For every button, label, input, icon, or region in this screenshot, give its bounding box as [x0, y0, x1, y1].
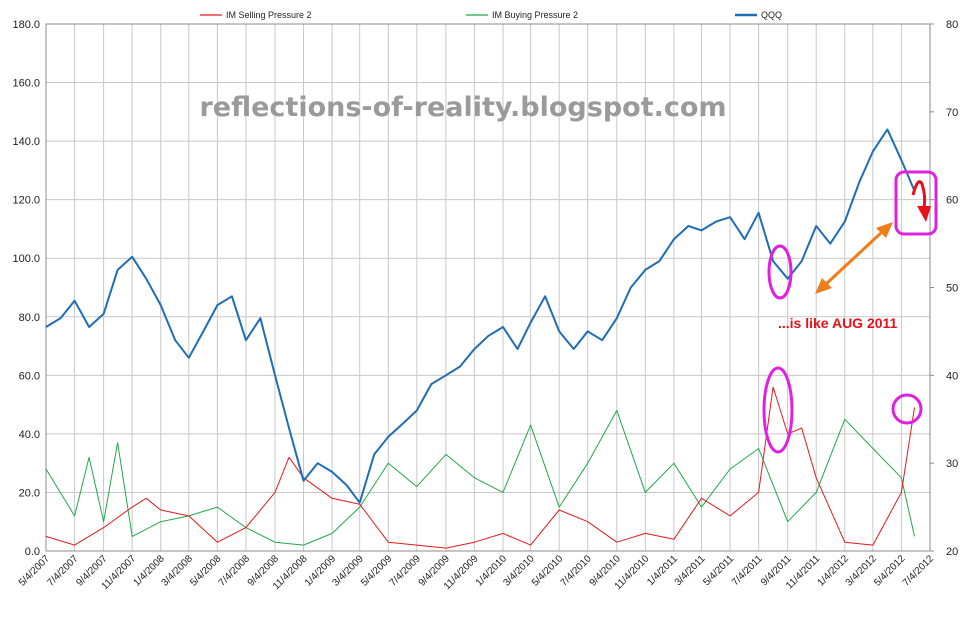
- x-tick-label: 7/4/2012: [901, 553, 937, 589]
- legend-label: IM Buying Pressure 2: [492, 10, 578, 20]
- highlight-ellipse-aug2011-pressure: [762, 366, 794, 454]
- left-tick-label: 20.0: [19, 487, 40, 499]
- right-tick-label: 50: [946, 283, 958, 295]
- left-tick-label: 160.0: [12, 78, 40, 90]
- left-tick-label: 80.0: [19, 312, 40, 324]
- left-tick-label: 40.0: [19, 429, 40, 441]
- series-line-qqq: [45, 128, 916, 504]
- red-curved-arrow: [911, 180, 931, 222]
- x-tick-label: 7/4/2011: [730, 553, 765, 588]
- left-tick-label: 140.0: [12, 136, 40, 148]
- legend: IM Selling Pressure 2 IM Buying Pressure …: [200, 10, 782, 20]
- legend-label: IM Selling Pressure 2: [226, 10, 312, 20]
- annotation-text: ...is like AUG 2011: [778, 315, 898, 331]
- left-tick-label: 60.0: [19, 370, 40, 382]
- series-line-im-buying-pressure-2: [45, 410, 915, 546]
- right-tick-label: 30: [946, 458, 958, 470]
- right-tick-label: 60: [946, 195, 958, 207]
- annotations: ...is like AUG 2011: [762, 170, 938, 454]
- left-tick-label: 180.0: [12, 19, 40, 31]
- series-line-im-selling-pressure-2: [45, 386, 915, 549]
- left-tick-label: 100.0: [12, 253, 40, 265]
- left-axis-ticks: 0.0 20.0 40.0 60.0 80.0 100.0 120.0 140.0 160.0 1…: [12, 19, 40, 558]
- right-tick-label: 20: [946, 546, 958, 558]
- highlight-circle-2012-pressure: [891, 393, 923, 425]
- highlight-ellipse-aug2011-price: [767, 244, 793, 300]
- left-tick-label: 0.0: [25, 546, 40, 558]
- right-tick-label: 70: [946, 107, 958, 119]
- right-tick-label: 80: [946, 19, 958, 31]
- left-tick-label: 120.0: [12, 195, 40, 207]
- series-layer: [45, 128, 916, 549]
- highlight-box-2012-price: [894, 170, 938, 236]
- legend-label: QQQ: [761, 10, 782, 20]
- x-axis-ticks: 5/4/20077/4/20079/4/200711/4/20071/4/200…: [17, 553, 937, 592]
- right-tick-label: 40: [946, 370, 958, 382]
- right-axis-ticks: 20 30 40 50 60 70 80: [930, 19, 958, 558]
- watermark-text: reflections-of-reality.blogspot.com: [199, 92, 726, 123]
- orange-double-arrow: [815, 222, 893, 294]
